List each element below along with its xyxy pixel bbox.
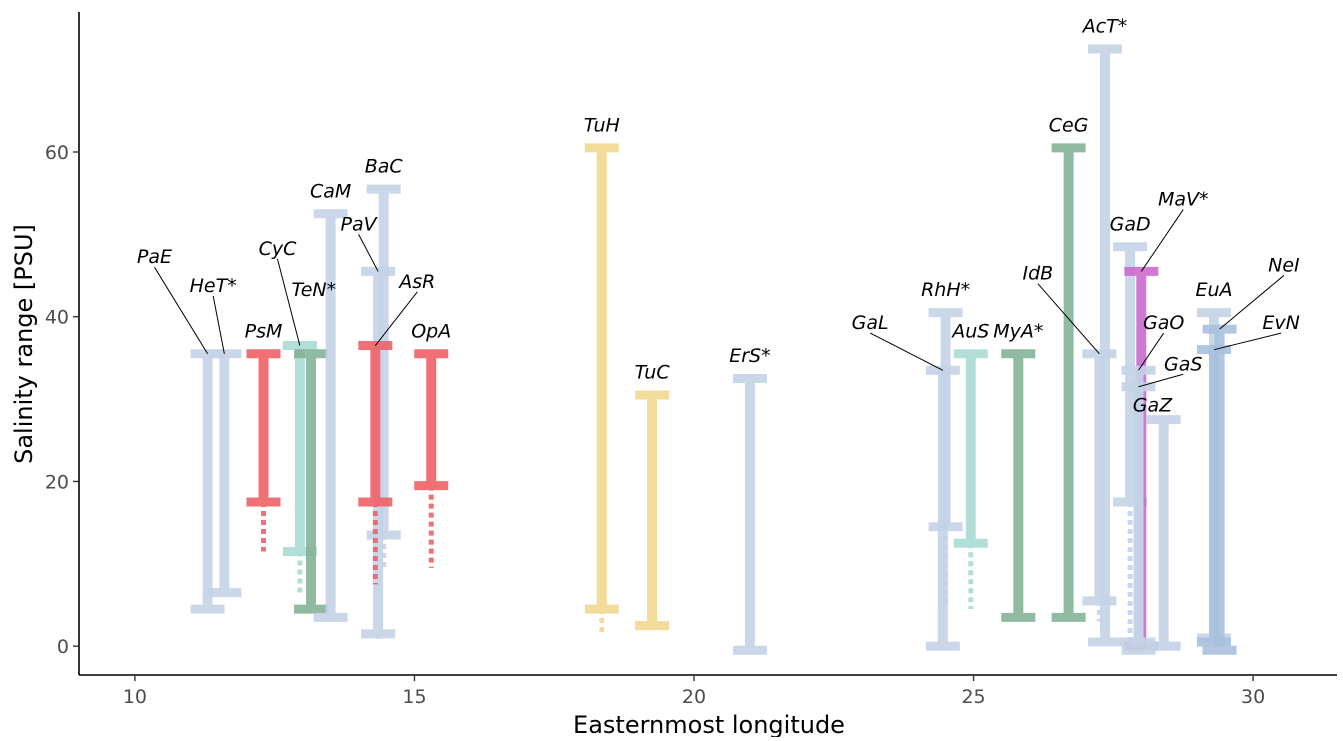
leader-line-gao	[1138, 332, 1165, 371]
leader-line-idb	[1037, 283, 1100, 355]
bar-label-nei: NeI	[1268, 254, 1300, 276]
leader-line-evn	[1213, 332, 1282, 351]
range-bar-opa	[414, 349, 449, 568]
bar-label-het-star: HeT*	[190, 275, 237, 297]
range-bar-tuh	[584, 143, 619, 634]
x-tick-label: 20	[682, 686, 706, 708]
bar-label-opa: OpA	[411, 320, 451, 342]
range-bar-psm	[246, 349, 281, 552]
bar-label-bac: BaC	[365, 156, 404, 178]
x-tick-label: 10	[123, 686, 147, 708]
axes-layer: 10 15 20 25 30 0 20 40 60	[45, 12, 1337, 708]
x-tick-label: 25	[961, 686, 985, 708]
leader-line-cyc	[277, 258, 301, 346]
bar-label-gaz: GaZ	[1133, 394, 1173, 416]
labels-layer: PaE HeT* PsM CyC TeN* CaM BaC PaV AsR OpA TuH TuC Er…	[137, 16, 1300, 417]
x-axis-title: Easternmost longitude	[573, 711, 845, 737]
bar-label-evn: EvN	[1262, 312, 1299, 334]
bar-label-idb: IdB	[1023, 263, 1054, 285]
x-tick-label: 15	[402, 686, 426, 708]
leader-line-mav-star	[1140, 209, 1184, 272]
bar-label-mya-star: MyA*	[993, 320, 1043, 342]
bar-label-ceg: CeG	[1049, 114, 1089, 136]
bar-label-gao: GaO	[1143, 312, 1184, 334]
range-bar-gaz	[1146, 415, 1181, 651]
bars-layer	[190, 44, 1237, 655]
leader-line-het-star	[212, 295, 225, 354]
bar-label-cam: CaM	[310, 180, 351, 202]
range-bar-act-star	[1087, 44, 1122, 647]
leader-line-nei	[1219, 275, 1285, 330]
y-tick-label: 60	[45, 142, 69, 164]
bar-label-psm: PsM	[245, 320, 283, 342]
range-bar-ten-star	[294, 349, 329, 614]
leader-line-gal	[869, 332, 944, 371]
bar-label-eua: EuA	[1195, 279, 1232, 301]
bar-label-gad: GaD	[1110, 213, 1151, 235]
range-bar-mya-star	[1001, 349, 1036, 622]
range-bar-tuc	[635, 390, 670, 631]
range-bar-rhh-star	[928, 308, 963, 605]
leader-line-pae	[154, 266, 209, 355]
bar-label-asr: AsR	[397, 271, 435, 293]
leader-line-asr	[374, 291, 418, 346]
bar-label-cyc: CyC	[259, 238, 298, 260]
x-tick-label: 30	[1241, 686, 1265, 708]
bar-label-aus: AuS	[950, 320, 989, 342]
range-bar-bac	[366, 184, 401, 568]
bar-label-gal: GaL	[852, 312, 889, 334]
range-bar-cam	[313, 209, 348, 622]
bar-label-tuh: TuH	[584, 114, 620, 136]
range-bar-aus	[953, 349, 988, 610]
bar-label-rhh-star: RhH*	[921, 279, 970, 301]
bar-label-pae: PaE	[137, 246, 172, 268]
bar-label-pav: PaV	[341, 213, 379, 235]
y-tick-label: 20	[45, 471, 69, 493]
bar-label-ers-star: ErS*	[729, 345, 770, 367]
range-bar-ceg	[1051, 143, 1086, 622]
range-bar-nei	[1202, 324, 1237, 655]
range-bar-evn	[1196, 345, 1231, 647]
y-axis-title: Salinity range [PSU]	[10, 224, 38, 464]
bar-label-gas: GaS	[1164, 353, 1202, 375]
y-tick-label: 0	[57, 636, 69, 658]
leader-line-gas	[1138, 373, 1184, 388]
range-bar-ers-star	[732, 374, 767, 655]
range-bar-idb	[1082, 349, 1117, 622]
y-tick-label: 40	[45, 307, 69, 329]
leader-line-pav	[358, 234, 379, 272]
bar-label-tuc: TuC	[635, 362, 671, 384]
bar-label-mav-star: MaV*	[1158, 189, 1209, 211]
bar-label-ten-star: TeN*	[291, 279, 336, 301]
bar-label-act-star: AcT*	[1081, 16, 1128, 38]
